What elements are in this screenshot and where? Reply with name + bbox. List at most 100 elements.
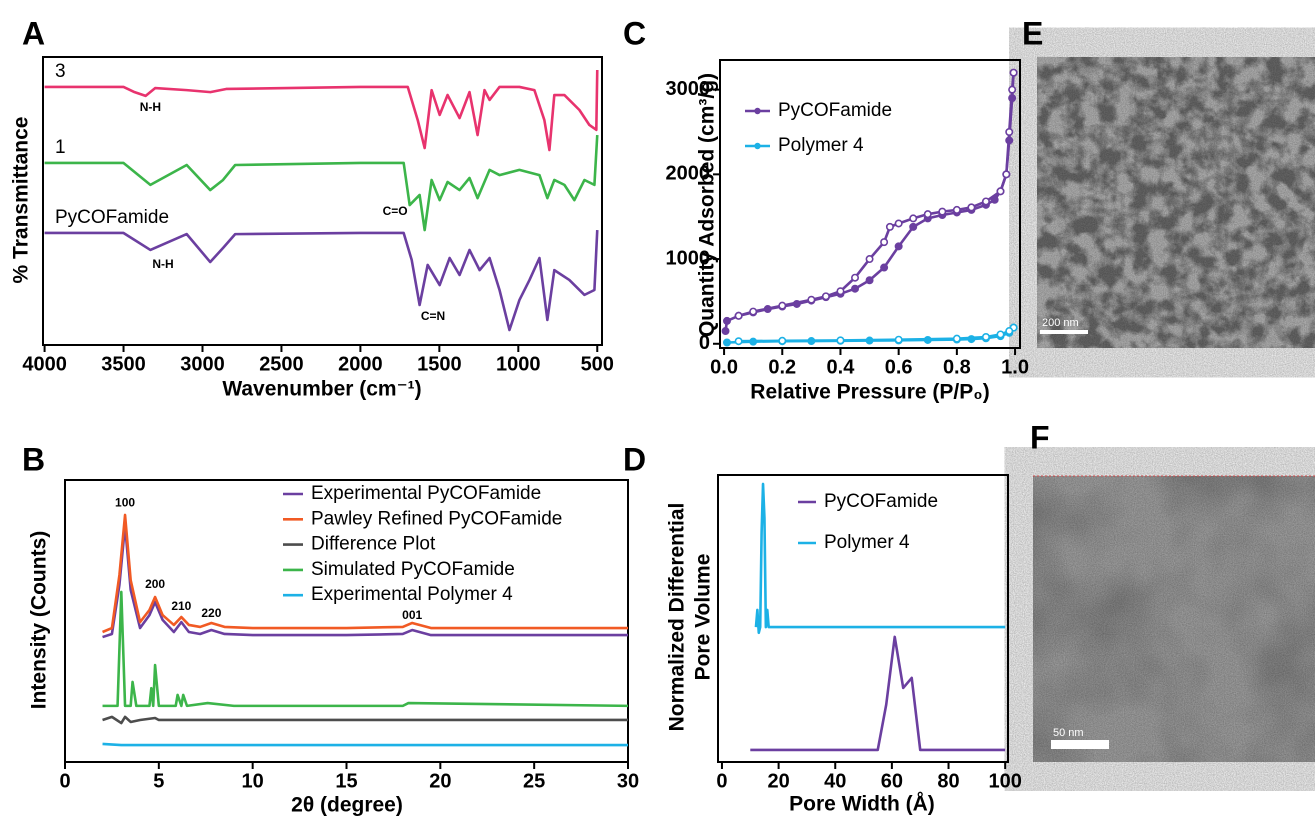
panel-label: C (623, 15, 646, 51)
scale-bar (1040, 330, 1088, 334)
x-tick-label: 15 (335, 770, 357, 792)
series-line (102, 715, 628, 725)
data-point (807, 295, 816, 304)
x-tick-label: 60 (881, 770, 903, 792)
data-point (865, 276, 874, 285)
data-point (749, 307, 758, 316)
legend-label: PyCOFamide (824, 491, 938, 512)
panel-label: E (1022, 15, 1043, 51)
panel-label: B (22, 441, 45, 477)
annotation: C=O (383, 204, 408, 218)
annotation: N-H (152, 257, 173, 271)
legend-label: Pawley Refined PyCOFamide (311, 508, 562, 529)
data-point (996, 187, 1005, 196)
scale-bar (1051, 740, 1109, 749)
x-tick-label: 0.6 (885, 356, 913, 378)
x-tick-label: 0.2 (768, 356, 796, 378)
data-point (851, 284, 860, 293)
data-point (981, 332, 990, 341)
data-point (734, 311, 743, 320)
data-point (722, 338, 731, 347)
data-point (722, 316, 731, 325)
legend-label: Difference Plot (311, 534, 436, 555)
x-tick-label: 10 (242, 770, 264, 792)
y-tick-label: 1000 (666, 247, 711, 269)
x-axis-label: Pore Width (Å) (789, 792, 935, 816)
data-point (880, 238, 889, 247)
y-tick-label: 0 (699, 332, 710, 354)
annotation: 210 (171, 599, 191, 613)
data-point (1005, 128, 1014, 137)
x-tick-label: 0.8 (943, 356, 971, 378)
data-point (865, 255, 874, 264)
x-tick-label: 2500 (259, 353, 304, 375)
x-tick-label: 20 (429, 770, 451, 792)
x-tick-label: 1500 (417, 353, 462, 375)
legend-label: Experimental Polymer 4 (311, 584, 513, 605)
x-tick-label: 500 (581, 353, 614, 375)
scale-bar-label: 200 nm (1042, 317, 1079, 329)
x-tick-label: 1.0 (1001, 356, 1029, 378)
panel-label: A (22, 15, 45, 51)
series-label: 1 (55, 137, 66, 158)
panel-label: D (623, 441, 646, 477)
x-tick-label: 40 (824, 770, 846, 792)
series-line (102, 742, 628, 747)
tem-image: 50 nm (1033, 475, 1315, 762)
scale-bar-label: 50 nm (1053, 727, 1084, 739)
x-tick-label: 2000 (338, 353, 383, 375)
data-point (778, 336, 787, 345)
data-point (836, 287, 845, 296)
data-point (938, 207, 947, 216)
annotation: 200 (145, 577, 165, 591)
legend-marker (754, 142, 761, 150)
series-line (44, 69, 599, 152)
x-tick-label: 1000 (496, 353, 541, 375)
data-point (778, 301, 787, 310)
x-axis-label: Relative Pressure (P/P₀) (750, 381, 989, 404)
data-point (734, 337, 743, 346)
data-point (851, 273, 860, 282)
x-tick-label: 100 (988, 770, 1021, 792)
plot-frame (719, 59, 1021, 349)
data-point (952, 334, 961, 343)
y-axis-label: Intensity (Counts) (28, 531, 51, 710)
y-axis-label: Pore Volume (692, 554, 715, 681)
data-point (836, 336, 845, 345)
y-tick-label: 3000 (666, 78, 711, 100)
x-tick-label: 5 (153, 770, 164, 792)
legend-label: Polymer 4 (778, 135, 864, 156)
data-point (721, 327, 730, 336)
annotation: 100 (115, 495, 135, 509)
x-tick-label: 0 (59, 770, 70, 792)
x-tick-label: 4000 (22, 353, 67, 375)
data-point (952, 205, 961, 214)
data-point (1002, 170, 1011, 179)
x-tick-label: 0 (716, 770, 727, 792)
series-label: PyCOFamide (55, 207, 169, 228)
data-point (894, 219, 903, 228)
data-point (885, 222, 894, 231)
annotation: N-H (140, 100, 161, 114)
plot-frame (42, 56, 603, 346)
x-tick-label: 25 (523, 770, 545, 792)
series-label: 3 (55, 61, 66, 82)
x-tick-label: 0.4 (827, 356, 856, 378)
data-point (967, 203, 976, 212)
panel-label: F (1030, 419, 1050, 455)
y-axis-label: Quantity Adsorbed (cm³/g) (696, 73, 719, 337)
series-line (750, 635, 1006, 752)
legend-label: Polymer 4 (824, 532, 910, 553)
legend-label: Simulated PyCOFamide (311, 559, 515, 580)
data-point (981, 197, 990, 206)
x-axis-label: 2θ (degree) (291, 794, 403, 817)
data-point (1009, 68, 1018, 77)
annotation: 001 (402, 608, 422, 622)
data-point (996, 330, 1005, 339)
data-point (894, 242, 903, 251)
y-axis-label: % Transmittance (10, 117, 33, 284)
annotation: C=N (421, 309, 445, 323)
legend-label: PyCOFamide (778, 100, 892, 121)
series-line (44, 134, 599, 232)
